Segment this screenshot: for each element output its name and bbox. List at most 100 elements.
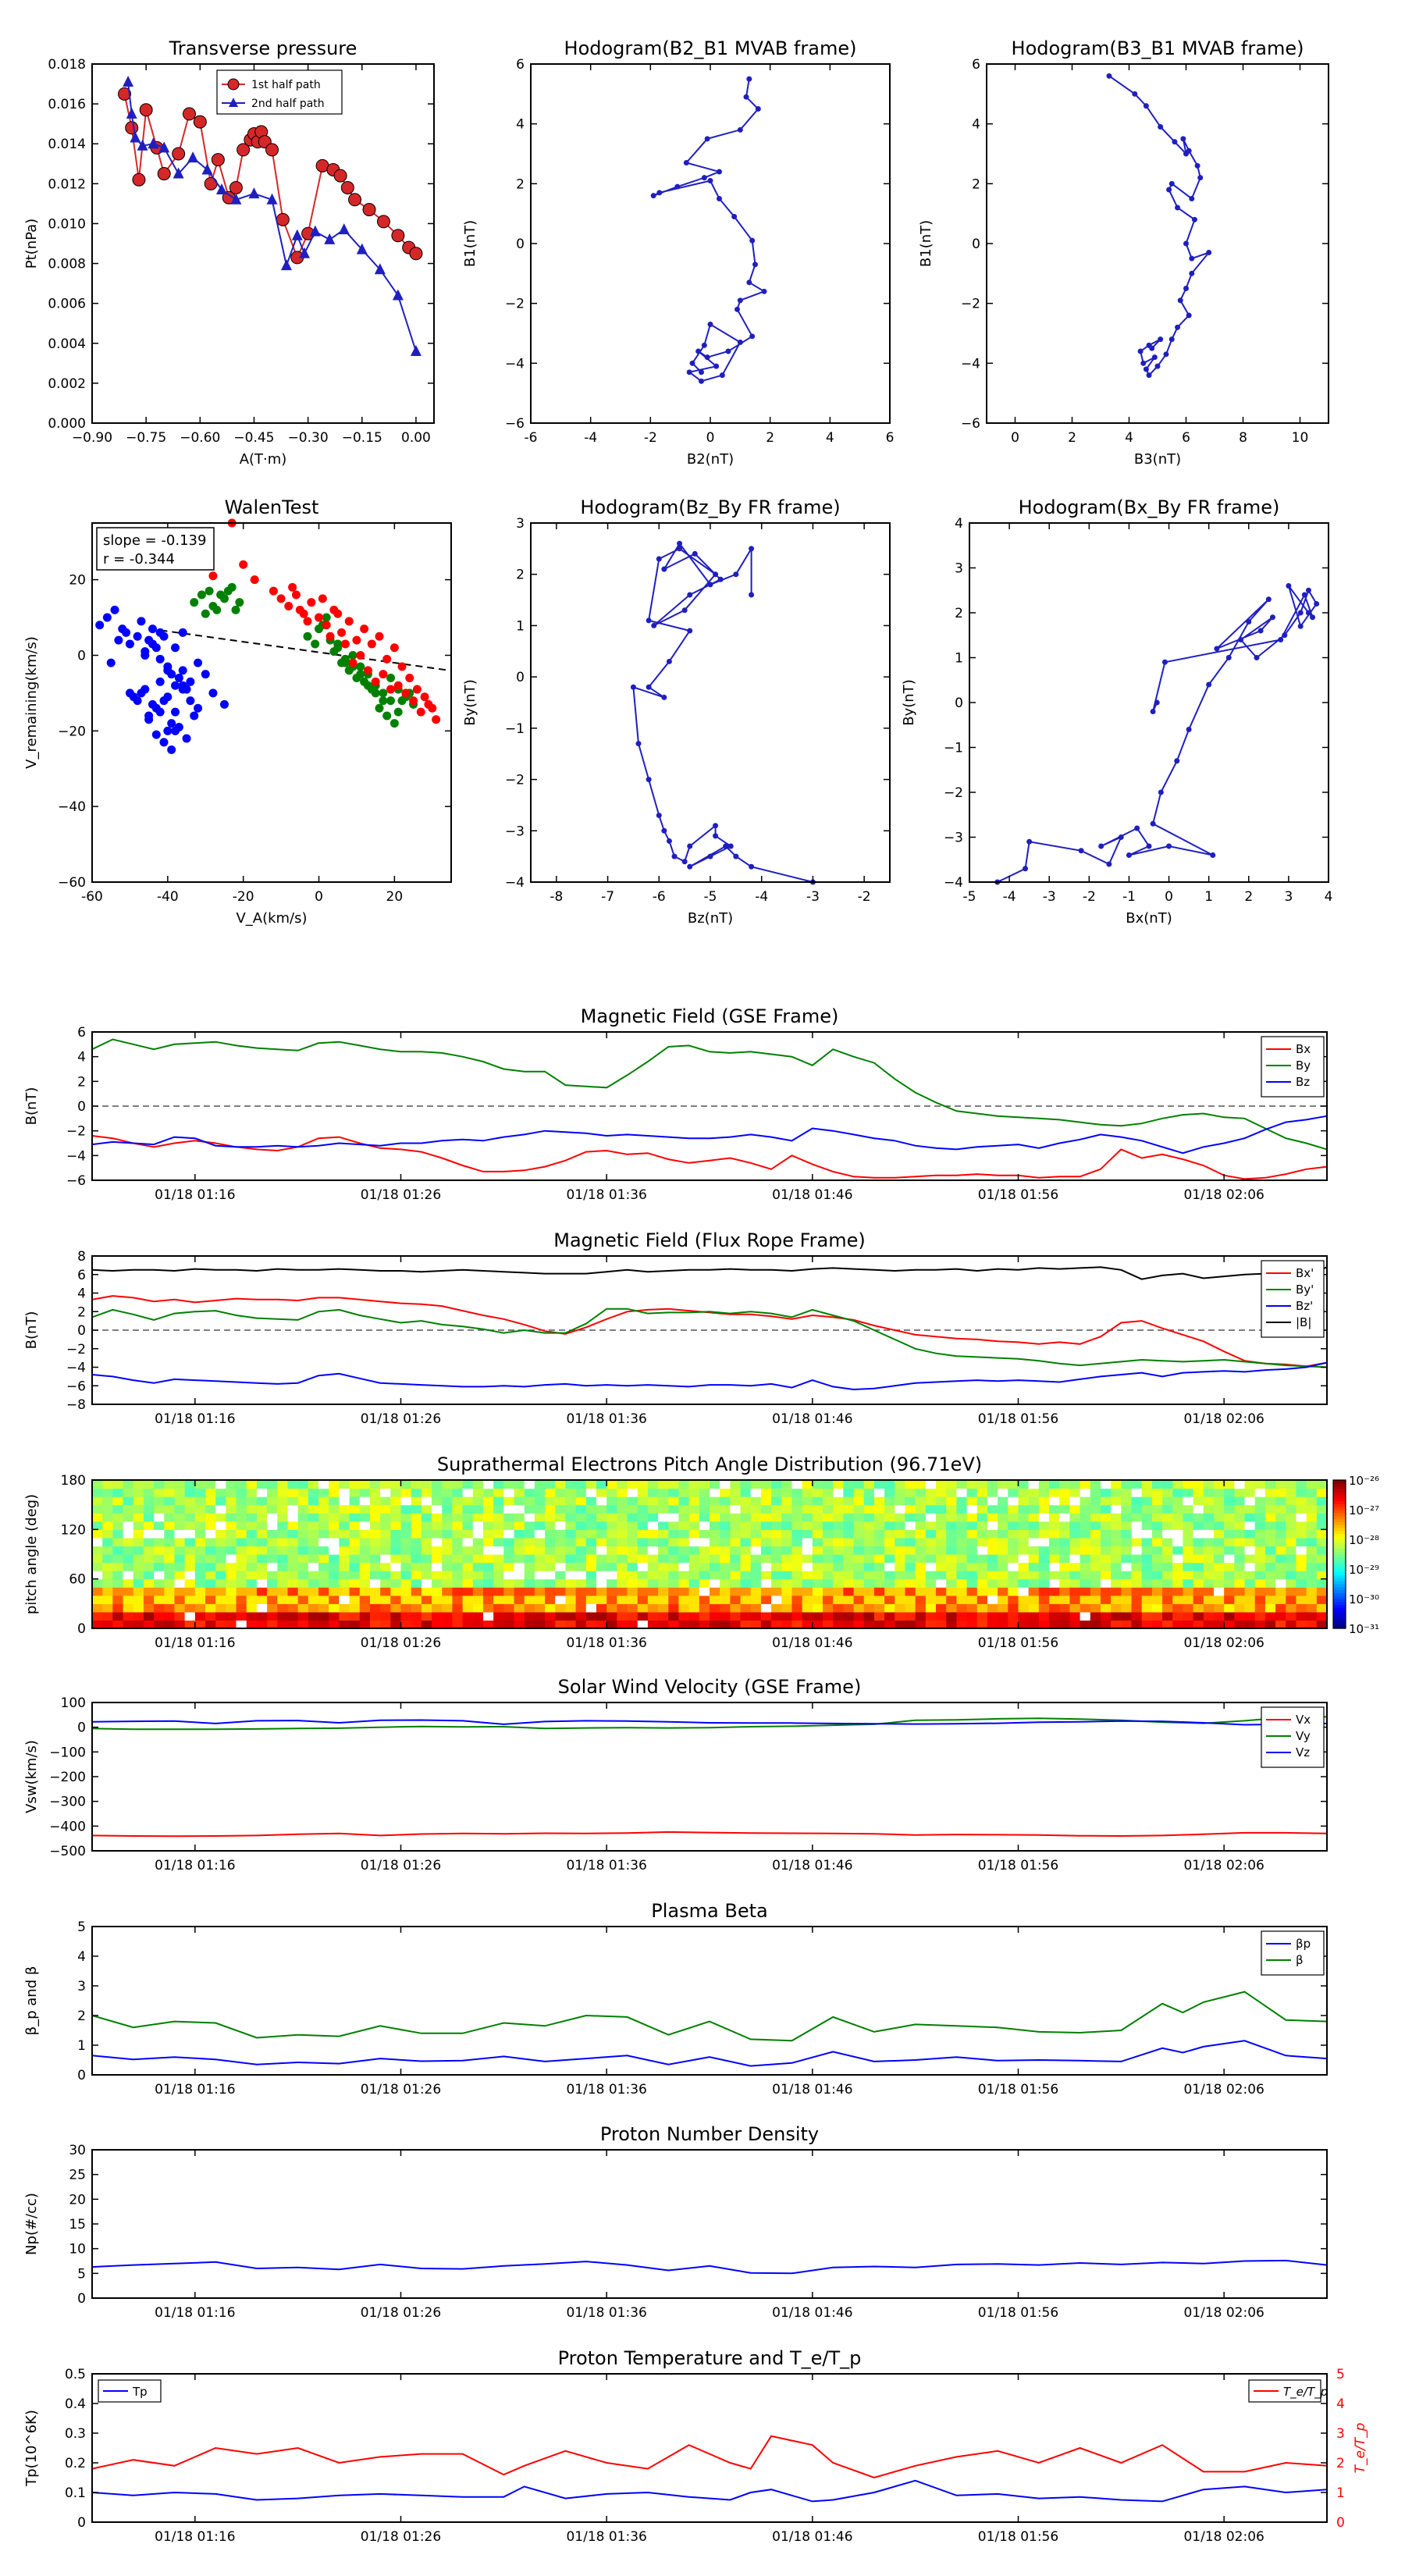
heatmap-cell [863,1537,875,1547]
heatmap-cell [184,1578,196,1588]
heatmap-cell [760,1504,772,1514]
heatmap-cell [606,1488,617,1497]
heatmap-cell [555,1587,567,1596]
heatmap-cell [781,1488,793,1497]
heatmap-cell [472,1488,484,1497]
chart-title: Proton Temperature and T_e/T_p [558,2347,862,2369]
heatmap-cell [925,1513,937,1522]
heatmap-cell [246,1488,258,1497]
heatmap-cell [1121,1587,1133,1596]
heatmap-cell [1286,1578,1297,1588]
heatmap-cell [215,1562,226,1571]
heatmap-cell [143,1496,155,1506]
plot-frame [91,2149,1328,2299]
x-tick-label: -1 [1122,889,1136,905]
heatmap-cell [174,1504,186,1514]
data-point [677,546,683,552]
heatmap-cell [102,1488,113,1497]
heatmap-cell [802,1587,813,1596]
heatmap-cell [1193,1611,1204,1621]
heatmap-cell [987,1611,998,1621]
legend-box [1261,1930,1325,1976]
heatmap-cell [617,1571,628,1580]
heatmap-cell [143,1513,155,1522]
heatmap-cell [472,1537,484,1547]
heatmap-cell [329,1562,340,1571]
heatmap-cell [575,1537,587,1547]
heatmap-cell [154,1488,165,1497]
heatmap-cell [730,1562,742,1571]
heatmap-cell [256,1546,268,1555]
heatmap-cell [205,1620,216,1629]
heatmap-cell [1121,1562,1133,1571]
y2-tick-label: 5 [1336,2367,1345,2382]
heatmap-cell [1131,1620,1143,1629]
heatmap-cell [740,1620,752,1629]
heatmap-cell [1151,1587,1163,1596]
data-point [291,229,303,240]
heatmap-cell [1162,1480,1173,1489]
heatmap-cell [647,1611,659,1621]
series-Vz [91,1719,1328,1726]
heatmap-cell [1183,1521,1194,1530]
heatmap-cell [205,1529,216,1539]
heatmap-cell [164,1537,176,1547]
heatmap-cell [956,1488,968,1497]
heatmap-cell [462,1537,474,1547]
heatmap-cell [853,1571,865,1580]
heatmap-cell [1213,1521,1225,1530]
heatmap-cell [154,1521,165,1530]
heatmap-cell [143,1504,155,1514]
heatmap-cell [462,1554,474,1564]
heatmap-cell [585,1480,597,1489]
heatmap-cell [411,1554,422,1564]
heatmap-cell [730,1587,742,1596]
heatmap-cell [1059,1603,1071,1613]
heatmap-cell [102,1537,113,1547]
y-tick-label: −6 [505,416,525,432]
heatmap-cell [1306,1562,1318,1571]
heatmap-cell [277,1529,289,1539]
data-point [1172,139,1178,145]
heatmap-cell [1151,1480,1163,1489]
heatmap-cell [339,1620,350,1629]
heatmap-cell [915,1521,927,1530]
heatmap-cell [318,1571,329,1580]
heatmap-cell [647,1571,659,1580]
heatmap-cell [277,1562,289,1571]
x-tick-label: 01/18 02:06 [1183,1858,1264,1873]
heatmap-cell [1049,1554,1060,1564]
heatmap-cell [750,1620,762,1629]
heatmap-cell [925,1504,937,1514]
series-line [632,542,813,883]
heatmap-cell [493,1554,504,1564]
heatmap-cell [411,1537,422,1547]
heatmap-cell [1264,1546,1276,1555]
heatmap-cell [1193,1513,1204,1522]
heatmap-cell [833,1521,844,1530]
heatmap-cell [812,1554,823,1564]
colorbar-segment [1333,1599,1346,1603]
heatmap-cell [998,1620,1008,1629]
heatmap-cell [297,1546,309,1555]
data-point [699,369,704,375]
heatmap-cell [184,1562,196,1571]
x-tick-label: 01/18 01:36 [566,1858,646,1873]
heatmap-cell [565,1488,577,1497]
heatmap-cell [1121,1480,1133,1489]
heatmap-cell [184,1546,196,1555]
heatmap-cell [1038,1562,1050,1571]
heatmap-cell [421,1529,432,1539]
heatmap-cell [771,1496,782,1506]
heatmap-cell [1028,1578,1040,1588]
heatmap-cell [956,1529,968,1539]
series-By' [91,1308,1328,1368]
heatmap-cell [174,1529,186,1539]
data-point [409,247,423,261]
heatmap-cell [843,1595,855,1604]
heatmap-cell [617,1603,628,1613]
x-tick-label: 6 [886,430,895,446]
heatmap-cell [215,1488,226,1497]
heatmap-cell [781,1554,793,1564]
x-tick-label: 01/18 01:46 [772,2305,852,2321]
